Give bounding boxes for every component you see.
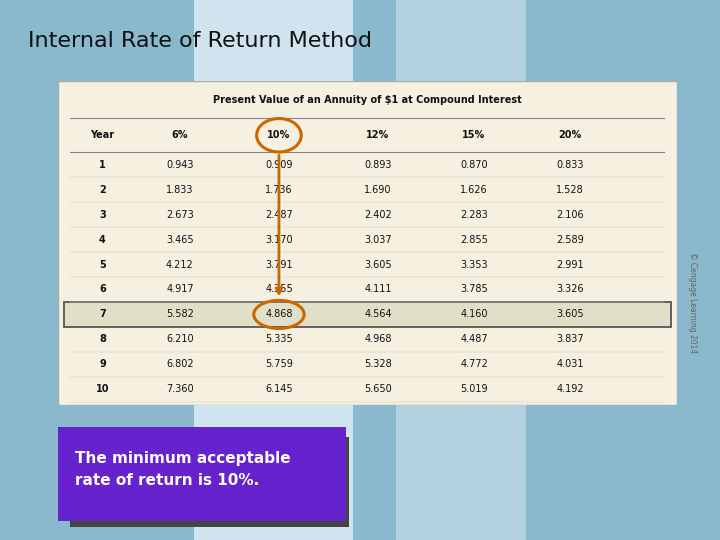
Text: 4.111: 4.111 — [364, 285, 392, 294]
Text: 4.772: 4.772 — [460, 359, 488, 369]
Text: 1: 1 — [99, 160, 106, 170]
FancyBboxPatch shape — [194, 0, 353, 540]
Text: 0.833: 0.833 — [557, 160, 584, 170]
Text: 5.759: 5.759 — [265, 359, 293, 369]
Text: 15%: 15% — [462, 130, 485, 140]
Text: © Cengage Learning 2014: © Cengage Learning 2014 — [688, 252, 697, 353]
FancyBboxPatch shape — [70, 437, 358, 531]
Text: 4.192: 4.192 — [556, 384, 584, 394]
Text: 5.335: 5.335 — [265, 334, 293, 345]
Text: 0.893: 0.893 — [364, 160, 392, 170]
Text: 2.673: 2.673 — [166, 210, 194, 220]
Text: 10: 10 — [96, 384, 109, 394]
Text: 7.360: 7.360 — [166, 384, 194, 394]
Text: 0.943: 0.943 — [166, 160, 194, 170]
Text: 5.019: 5.019 — [460, 384, 488, 394]
Text: 4.355: 4.355 — [265, 285, 293, 294]
Text: Internal Rate of Return Method: Internal Rate of Return Method — [28, 31, 372, 51]
Text: 0.909: 0.909 — [265, 160, 293, 170]
Text: 6.210: 6.210 — [166, 334, 194, 345]
Text: 4.868: 4.868 — [265, 309, 293, 320]
Text: 10%: 10% — [267, 130, 291, 140]
Text: 2.589: 2.589 — [556, 234, 584, 245]
Text: 1.626: 1.626 — [460, 185, 488, 195]
Text: 4.160: 4.160 — [460, 309, 487, 320]
Text: 1.833: 1.833 — [166, 185, 194, 195]
FancyBboxPatch shape — [396, 0, 526, 540]
Text: 4.968: 4.968 — [364, 334, 392, 345]
FancyBboxPatch shape — [58, 81, 677, 405]
Text: 3.785: 3.785 — [460, 285, 488, 294]
Text: 5: 5 — [99, 260, 106, 269]
Text: 3.791: 3.791 — [265, 260, 293, 269]
Text: 3.037: 3.037 — [364, 234, 392, 245]
Text: 5.650: 5.650 — [364, 384, 392, 394]
Text: 2.106: 2.106 — [556, 210, 584, 220]
FancyBboxPatch shape — [58, 427, 346, 521]
Text: 1.736: 1.736 — [265, 185, 293, 195]
Text: 3.605: 3.605 — [556, 309, 584, 320]
Text: 4.917: 4.917 — [166, 285, 194, 294]
Text: The minimum acceptable
rate of return is 10%.: The minimum acceptable rate of return is… — [75, 450, 290, 488]
Text: 2.402: 2.402 — [364, 210, 392, 220]
Text: 9: 9 — [99, 359, 106, 369]
Text: 8: 8 — [99, 334, 106, 345]
Text: 4.031: 4.031 — [557, 359, 584, 369]
Text: 5.328: 5.328 — [364, 359, 392, 369]
Text: 6: 6 — [99, 285, 106, 294]
Text: 2: 2 — [99, 185, 106, 195]
Text: 4.564: 4.564 — [364, 309, 392, 320]
Text: 6.145: 6.145 — [265, 384, 293, 394]
FancyBboxPatch shape — [64, 302, 670, 327]
Text: 1.690: 1.690 — [364, 185, 392, 195]
Text: 5.582: 5.582 — [166, 309, 194, 320]
Text: 2.855: 2.855 — [460, 234, 488, 245]
Text: 20%: 20% — [559, 130, 582, 140]
Text: 12%: 12% — [366, 130, 390, 140]
Text: 2.991: 2.991 — [556, 260, 584, 269]
Text: 2.283: 2.283 — [460, 210, 488, 220]
Text: 7: 7 — [99, 309, 106, 320]
Text: 3.326: 3.326 — [556, 285, 584, 294]
Text: 4: 4 — [99, 234, 106, 245]
Text: 0.870: 0.870 — [460, 160, 488, 170]
Text: Year: Year — [91, 130, 114, 140]
Text: Present Value of an Annuity of $1 at Compound Interest: Present Value of an Annuity of $1 at Com… — [213, 94, 521, 105]
Text: 3.837: 3.837 — [556, 334, 584, 345]
Text: 1.528: 1.528 — [556, 185, 584, 195]
Text: 3.605: 3.605 — [364, 260, 392, 269]
Text: 3.465: 3.465 — [166, 234, 194, 245]
Text: 4.212: 4.212 — [166, 260, 194, 269]
Text: 3.170: 3.170 — [265, 234, 293, 245]
Text: 2.487: 2.487 — [265, 210, 293, 220]
Text: 4.487: 4.487 — [460, 334, 488, 345]
Text: 6.802: 6.802 — [166, 359, 194, 369]
Text: 3: 3 — [99, 210, 106, 220]
Text: 3.353: 3.353 — [460, 260, 488, 269]
Text: 6%: 6% — [171, 130, 188, 140]
